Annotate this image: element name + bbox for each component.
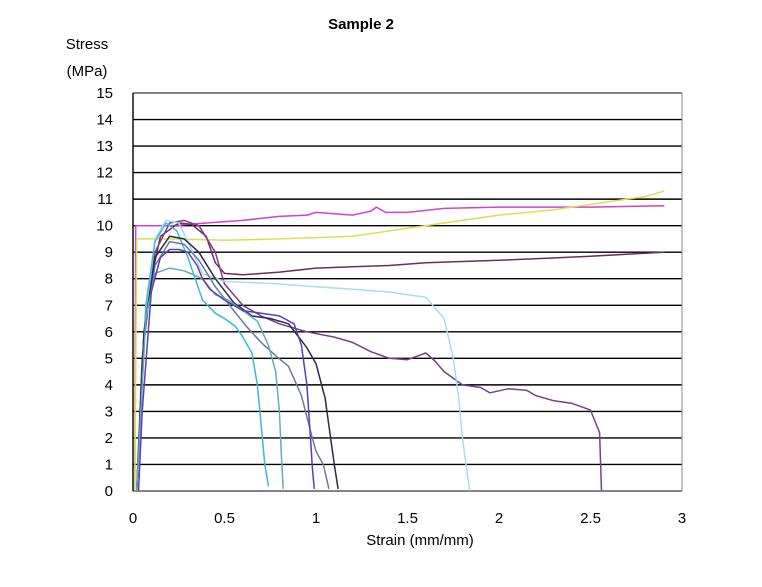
series-line-magenta: [134, 205, 665, 492]
x-tick-label: 3: [678, 510, 686, 527]
y-tick-label: 8: [105, 271, 113, 288]
series-line-teal: [135, 267, 284, 492]
series-line-dark-navy: [135, 235, 339, 492]
y-tick-label: 1: [105, 456, 113, 473]
y-tick-label: 10: [96, 218, 113, 235]
x-tick-label: 0: [129, 510, 137, 527]
y-axis-label-line2: (MPa): [67, 63, 108, 80]
y-tick-label: 0: [105, 483, 113, 500]
y-tick-label: 7: [105, 297, 113, 314]
x-axis-label: Strain (mm/mm): [366, 532, 474, 549]
series-line-dark-purple-long: [135, 222, 665, 492]
y-tick-label: 15: [96, 85, 113, 102]
y-tick-label: 13: [96, 138, 113, 155]
x-tick-label: 1: [312, 510, 320, 527]
x-tick-label: 2.5: [580, 510, 601, 527]
series-line-blue-purple: [137, 248, 315, 492]
series-line-purple-mid: [135, 219, 603, 492]
y-tick-label: 3: [105, 403, 113, 420]
data-series: [134, 190, 665, 492]
series-line-cyan-short: [135, 222, 270, 492]
y-tick-label: 12: [96, 165, 113, 182]
x-tick-label: 1.5: [397, 510, 418, 527]
y-tick-label: 9: [105, 244, 113, 261]
x-tick-label: 0.5: [214, 510, 235, 527]
y-tick-label: 11: [97, 191, 113, 208]
y-tick-label: 6: [105, 324, 113, 341]
chart-title: Sample 2: [328, 16, 394, 33]
series-line-slate: [135, 240, 330, 492]
x-tick-labels: 0 0.5 1 1.5 2 2.5 3: [129, 510, 686, 527]
x-tick-label: 2: [495, 510, 503, 527]
series-line-light-blue: [135, 219, 471, 492]
plot-frame: [132, 92, 683, 492]
y-tick-label: 2: [105, 430, 113, 447]
y-tick-label: 14: [96, 112, 113, 129]
series-line-yellow: [134, 190, 665, 492]
y-tick-label: 5: [105, 350, 113, 367]
gridlines: [133, 92, 682, 492]
y-tick-label: 4: [105, 377, 113, 394]
y-axis-label-line1: Stress: [66, 36, 109, 53]
